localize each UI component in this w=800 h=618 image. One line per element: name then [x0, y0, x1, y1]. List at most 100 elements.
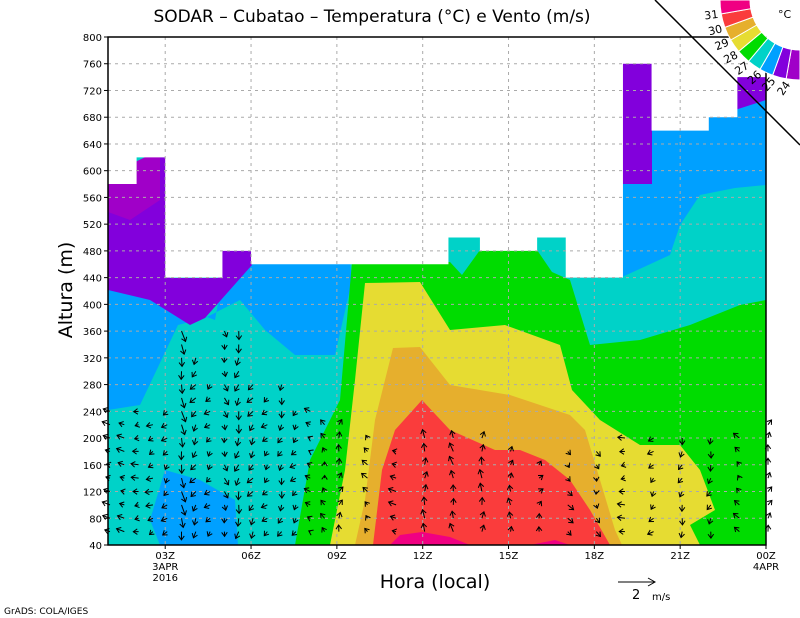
x-tick-label: 03Z	[155, 551, 175, 562]
wind-arrow	[536, 460, 543, 467]
wind-arrow	[246, 477, 254, 484]
wind-arrow	[181, 411, 188, 423]
wind-arrow	[420, 522, 428, 532]
wind-arrow	[205, 516, 211, 523]
wind-arrow	[290, 449, 297, 456]
wind-arrow	[206, 464, 213, 471]
y-tick-label: 240	[83, 407, 102, 418]
wind-arrow	[506, 511, 514, 519]
wind-arrow	[767, 499, 773, 506]
wind-arrow	[479, 524, 486, 532]
wind-arrow	[362, 486, 368, 493]
wind-arrow	[247, 384, 254, 391]
wind-arrow	[337, 499, 343, 506]
wind-arrow	[733, 500, 740, 506]
wind-arrow	[535, 512, 543, 519]
wind-arrow	[448, 522, 455, 532]
wind-arrow	[707, 518, 714, 525]
wind-arrow	[134, 515, 140, 522]
wind-arrow	[321, 446, 328, 453]
wind-arrow	[734, 446, 740, 453]
wind-arrow	[364, 501, 370, 507]
wind-reference-unit: m/s	[652, 592, 670, 603]
contour-30-31	[373, 400, 610, 545]
wind-arrow	[160, 516, 168, 523]
wind-arrow	[706, 491, 712, 497]
wind-arrow	[732, 512, 740, 519]
x-tick-label: 15Z	[499, 551, 519, 562]
y-tick-label: 440	[83, 274, 102, 285]
wind-arrow	[223, 384, 229, 392]
wind-arrow	[421, 496, 428, 505]
wind-arrow	[650, 491, 657, 498]
y-tick-label: 120	[83, 488, 102, 499]
wind-arrow	[144, 488, 153, 496]
wind-arrow	[321, 474, 328, 480]
y-tick-label: 520	[83, 220, 102, 231]
wind-arrow	[733, 526, 740, 533]
wind-arrow	[304, 474, 311, 481]
y-tick-label: 480	[83, 247, 102, 258]
wind-arrow	[706, 504, 713, 511]
wind-arrow	[191, 504, 198, 512]
wind-arrow	[320, 499, 326, 506]
wind-arrow	[192, 518, 199, 526]
wind-arrow	[678, 531, 685, 539]
wind-arrow	[205, 477, 212, 483]
wind-arrow	[221, 357, 228, 364]
wind-arrow	[422, 471, 429, 479]
wind-arrow	[132, 488, 139, 495]
wind-arrow	[535, 526, 543, 532]
x-tick-label: 06Z	[241, 551, 261, 562]
wind-arrow	[449, 469, 456, 479]
wind-arrow	[246, 491, 254, 497]
x-axis-label: Hora (local)	[380, 571, 491, 593]
wind-arrow	[420, 428, 427, 439]
wind-arrow	[249, 531, 256, 540]
wind-arrow	[178, 357, 186, 368]
wind-arrow	[448, 442, 455, 452]
wind-arrow	[391, 461, 398, 468]
colorbar-unit: °C	[778, 8, 792, 21]
footer-credit: GrADS: COLA/IGES	[4, 607, 88, 617]
wind-arrow	[203, 422, 211, 429]
wind-arrow	[248, 424, 255, 432]
wind-arrow	[648, 516, 654, 523]
wind-arrow	[292, 504, 299, 511]
wind-arrow	[479, 430, 486, 439]
wind-arrow	[162, 410, 169, 416]
wind-arrow	[160, 436, 168, 443]
wind-arrow	[567, 490, 573, 497]
wind-arrow	[179, 478, 187, 489]
wind-arrow	[263, 450, 270, 457]
wind-arrow	[278, 478, 285, 486]
wind-arrow	[646, 529, 654, 536]
wind-arrow	[648, 463, 654, 469]
wind-arrow	[303, 487, 311, 494]
wind-arrow	[248, 464, 254, 471]
wind-arrow	[291, 530, 298, 536]
wind-arrow	[677, 464, 684, 471]
wind-arrow	[337, 418, 343, 425]
x-tick-label: 21Z	[670, 551, 690, 562]
wind-arrow	[707, 437, 714, 445]
wind-arrow	[115, 526, 125, 533]
wind-arrow	[507, 525, 514, 532]
wind-arrow	[178, 531, 185, 541]
wind-arrow	[507, 445, 514, 452]
y-tick-label: 800	[83, 33, 102, 44]
wind-arrow	[765, 431, 772, 439]
colorbar-label: 28	[722, 48, 740, 66]
wind-arrow	[277, 437, 283, 444]
colorbar-label: 24	[775, 79, 794, 98]
wind-arrow	[191, 424, 198, 432]
wind-arrow	[307, 449, 314, 456]
wind-reference-value: 2	[632, 588, 640, 603]
wind-arrow	[248, 504, 255, 512]
wind-arrow	[389, 474, 397, 481]
wind-arrow	[234, 370, 240, 379]
wind-arrow	[180, 344, 187, 355]
wind-arrow	[320, 419, 326, 426]
wind-arrow	[678, 451, 685, 458]
